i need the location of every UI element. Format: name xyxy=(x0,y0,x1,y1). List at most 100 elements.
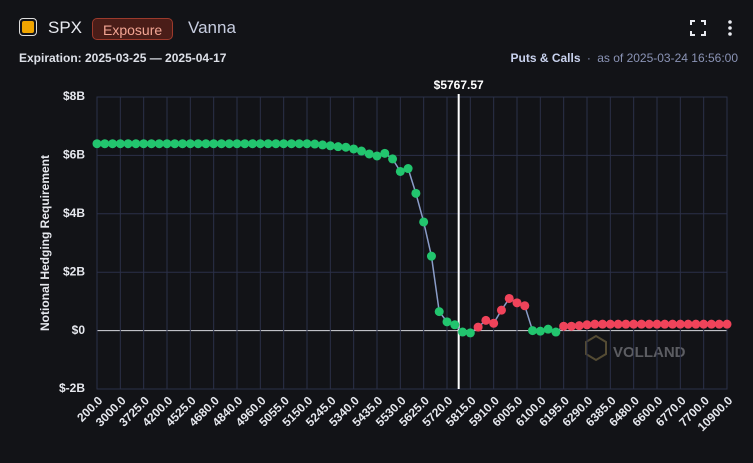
data-point xyxy=(458,327,468,337)
spot-label: $5767.57 xyxy=(434,78,484,92)
filter[interactable]: Puts & Calls xyxy=(510,51,581,65)
data-point xyxy=(232,139,242,149)
symbol-icon[interactable] xyxy=(19,18,37,36)
y-tick-label: $4B xyxy=(63,206,85,220)
data-point xyxy=(582,320,592,330)
data-point xyxy=(162,139,172,149)
data-point xyxy=(325,141,335,151)
data-point xyxy=(92,139,102,149)
data-point xyxy=(185,139,195,149)
data-point xyxy=(551,327,561,337)
data-point xyxy=(722,319,732,329)
data-point xyxy=(590,319,600,329)
data-point xyxy=(364,149,374,159)
y-axis-label: Notional Hedging Requirement xyxy=(38,155,52,331)
data-point xyxy=(123,139,133,149)
as-of: as of 2025-03-24 16:56:00 xyxy=(597,51,738,65)
data-point xyxy=(333,142,343,152)
data-point xyxy=(706,319,716,329)
data-point xyxy=(465,328,475,338)
data-point xyxy=(699,319,709,329)
data-point xyxy=(714,319,724,329)
expiration: Expiration: 2025-03-25 — 2025-04-17 xyxy=(19,51,227,65)
watermark-text: VOLLAND xyxy=(613,344,686,361)
data-point xyxy=(675,319,685,329)
data-point xyxy=(100,139,110,149)
y-tick-label: $6B xyxy=(63,148,85,162)
data-point xyxy=(613,319,623,329)
data-point xyxy=(224,139,234,149)
data-point xyxy=(419,217,429,227)
data-point xyxy=(442,317,452,327)
data-point xyxy=(170,139,180,149)
data-point xyxy=(388,154,398,164)
data-point xyxy=(310,139,320,149)
y-tick-label: $0 xyxy=(72,323,86,337)
fullscreen-icon[interactable] xyxy=(690,20,706,36)
data-point xyxy=(209,139,219,149)
data-point xyxy=(154,139,164,149)
data-point xyxy=(434,307,444,317)
data-point xyxy=(481,315,491,325)
series-line xyxy=(97,142,727,334)
data-point xyxy=(426,251,436,261)
data-point xyxy=(302,139,312,149)
data-point xyxy=(380,148,390,158)
data-point xyxy=(411,188,421,198)
toolbar-icons[interactable] xyxy=(688,18,748,40)
data-point xyxy=(473,322,483,332)
data-point xyxy=(598,319,608,329)
data-point xyxy=(356,146,366,156)
data-point xyxy=(668,319,678,329)
data-point xyxy=(248,139,258,149)
data-point xyxy=(652,319,662,329)
data-point xyxy=(621,319,631,329)
data-point xyxy=(450,320,460,330)
data-point xyxy=(629,319,639,329)
symbol[interactable]: SPX xyxy=(48,18,83,37)
data-point xyxy=(286,139,296,149)
data-point xyxy=(372,151,382,161)
data-point xyxy=(574,321,584,331)
y-tick-label: $-2B xyxy=(59,381,85,395)
data-point xyxy=(535,326,545,336)
data-point xyxy=(636,319,646,329)
data-point xyxy=(660,319,670,329)
y-tick-label: $2B xyxy=(63,264,85,278)
data-point xyxy=(512,298,522,308)
data-point xyxy=(201,139,211,149)
data-point xyxy=(178,139,188,149)
data-point xyxy=(341,142,351,152)
data-point xyxy=(146,139,156,149)
badge[interactable]: Exposure xyxy=(92,18,174,40)
data-point xyxy=(318,140,328,150)
data-point xyxy=(559,321,569,331)
data-point xyxy=(294,139,304,149)
data-point xyxy=(108,139,118,149)
data-point xyxy=(139,139,149,149)
menu-icon[interactable] xyxy=(728,20,732,36)
data-point xyxy=(691,319,701,329)
data-point xyxy=(271,139,281,149)
data-point xyxy=(193,139,203,149)
data-point xyxy=(115,139,125,149)
watermark: VOLLAND xyxy=(585,334,686,362)
tab[interactable]: Vanna xyxy=(188,18,236,37)
data-point xyxy=(263,139,273,149)
data-point xyxy=(605,319,615,329)
data-point xyxy=(566,321,576,331)
data-point xyxy=(403,164,413,174)
data-point xyxy=(520,301,530,311)
data-point xyxy=(528,326,538,336)
y-tick-label: $8B xyxy=(63,89,85,103)
separator: · xyxy=(586,51,591,65)
status: Puts & Calls · as of 2025-03-24 16:56:00 xyxy=(511,51,739,65)
plot-border xyxy=(96,96,728,390)
data-point xyxy=(255,139,265,149)
data-point xyxy=(279,139,289,149)
data-point xyxy=(349,144,359,154)
data-point xyxy=(216,139,226,149)
data-point xyxy=(543,324,553,334)
